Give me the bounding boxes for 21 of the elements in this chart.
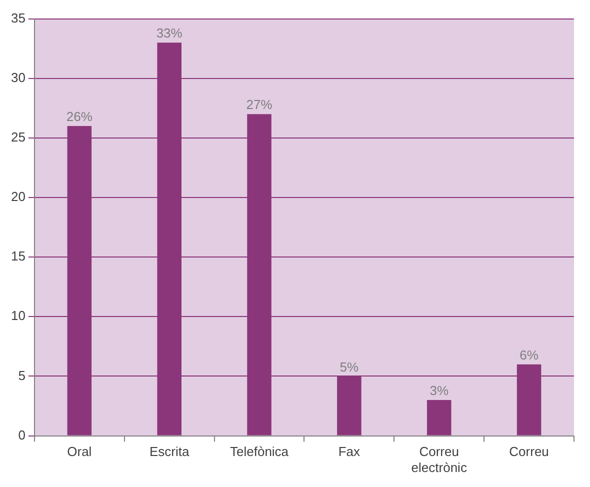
y-tick-label: 10 <box>10 308 26 324</box>
data-label: 26% <box>66 109 93 124</box>
x-tick-label: Telefònica <box>230 444 290 460</box>
x-tick-label: Escrita <box>149 444 190 460</box>
y-tick-label: 20 <box>10 189 26 204</box>
y-tick-label: 5 <box>18 368 26 383</box>
x-tick-label: Fax <box>338 444 361 460</box>
data-label: 3% <box>430 383 449 398</box>
x-tick-label: Correu <box>509 444 549 460</box>
data-label: 5% <box>340 359 360 374</box>
bar <box>426 400 452 436</box>
y-tick-label: 35 <box>10 10 26 26</box>
y-tick-label: 30 <box>10 70 26 85</box>
data-label: 6% <box>520 347 539 362</box>
y-tick-label: 15 <box>10 248 26 264</box>
x-tick-label: Correu electrònic <box>411 444 468 475</box>
data-label: 33% <box>156 26 183 41</box>
y-tick-label: 25 <box>10 130 26 145</box>
data-label: 27% <box>246 97 273 112</box>
x-tick-label: Oral <box>67 444 92 460</box>
y-tick-label: 0 <box>18 427 26 442</box>
